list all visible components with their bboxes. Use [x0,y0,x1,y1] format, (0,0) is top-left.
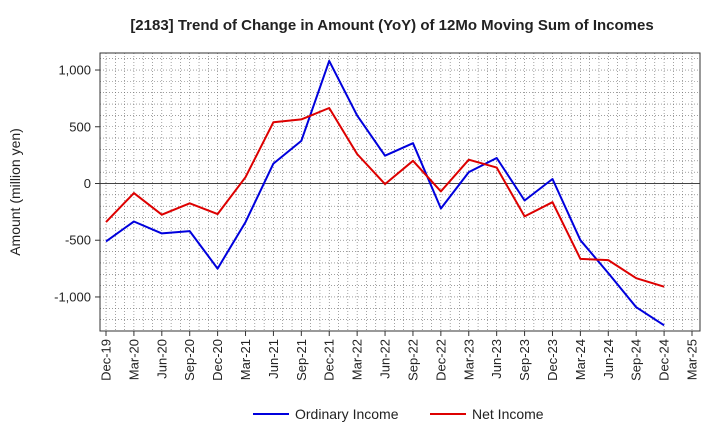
x-tick-label: Sep-22 [405,339,420,381]
y-tick-label: -500 [65,233,91,248]
x-tick-label: Mar-22 [350,339,365,380]
x-tick-label: Jun-22 [378,339,393,379]
x-tick-label: Jun-24 [601,339,616,379]
series-line-ordinary-income [105,59,665,327]
legend-label: Ordinary Income [295,406,399,422]
legend: Ordinary Income Net Income [253,406,544,422]
y-axis-label: Amount (million yen) [7,128,23,256]
x-axis-ticks: Dec-19 Mar-20 Jun-20 Sep-20 Dec-20 Mar-21 Jun-… [99,331,700,381]
x-tick-label: Mar-20 [126,339,141,380]
x-tick-label: Mar-21 [238,339,253,380]
x-tick-label: Dec-22 [433,339,448,381]
x-tick-label: Dec-24 [657,339,672,381]
x-tick-label: Mar-25 [685,339,700,380]
y-tick-label: 500 [69,119,91,134]
y-axis-ticks: 1,000 500 0 -500 -1,000 [54,63,100,304]
x-tick-label: Dec-20 [210,339,225,381]
series-line-net-income [105,107,665,288]
x-tick-label: Jun-21 [266,339,281,379]
x-tick-label: Dec-19 [99,339,114,381]
y-tick-label: 1,000 [58,63,91,78]
x-tick-label: Mar-23 [461,339,476,380]
x-tick-label: Sep-20 [182,339,197,381]
y-tick-label: 0 [84,176,91,191]
x-tick-label: Sep-23 [517,339,532,381]
legend-label: Net Income [472,406,544,422]
plot-area [100,53,700,331]
y-tick-label: -1,000 [54,289,91,304]
plot-frame [99,52,701,332]
x-tick-label: Sep-24 [629,339,644,381]
chart-title: [2183] Trend of Change in Amount (YoY) o… [130,17,653,34]
series-layer [105,59,665,327]
x-tick-label: Dec-23 [545,339,560,381]
x-tick-label: Sep-21 [294,339,309,381]
x-tick-label: Mar-24 [573,339,588,380]
x-tick-label: Dec-21 [322,339,337,381]
x-tick-label: Jun-23 [489,339,504,379]
x-tick-label: Jun-20 [154,339,169,379]
grid-lines [100,53,700,332]
